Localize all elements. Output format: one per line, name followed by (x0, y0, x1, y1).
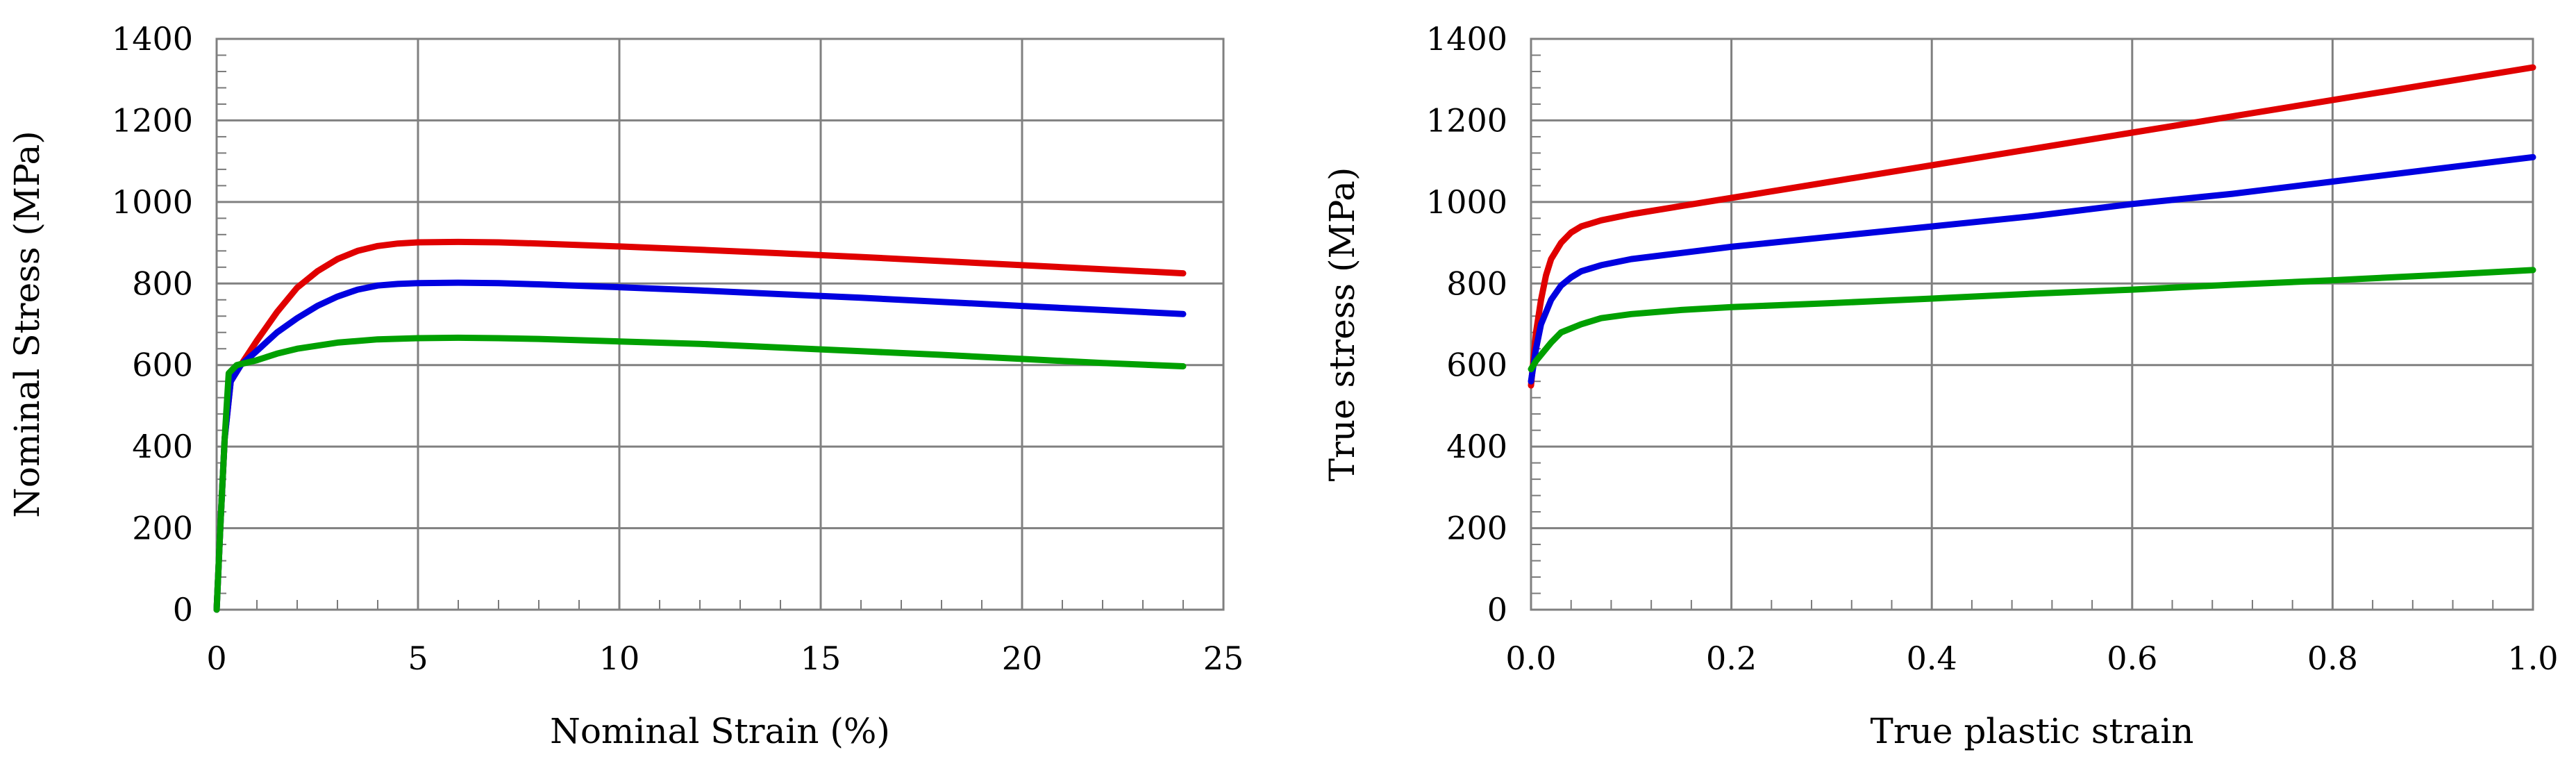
x-tick-label: 0.0 (1505, 640, 1556, 677)
true-stress-plastic-strain-chart: 0 200 400 600 800 1000 1200 1400 0.0 0.2 0.4 0.6 0.8… (1322, 20, 2559, 751)
y-tick-label: 400 (132, 428, 193, 465)
series-line-2 (213, 334, 1187, 613)
x-tick-label: 15 (801, 640, 842, 677)
x-axis-title: True plastic strain (1870, 711, 2193, 751)
plot-area (1531, 39, 2533, 610)
x-tick-label: 0 (206, 640, 226, 677)
series-line-0 (1528, 64, 2536, 389)
y-tick-label: 400 (1446, 428, 1507, 465)
y-tick-label: 0 (173, 591, 193, 628)
plot-frame (215, 37, 1225, 611)
y-axis-title: Nominal Stress (MPa) (7, 131, 47, 518)
y-tick-label: 1400 (112, 20, 193, 58)
y-tick-label: 200 (1446, 510, 1507, 547)
y-axis-title: True stress (MPa) (1322, 167, 1362, 482)
y-tick-label: 800 (132, 265, 193, 302)
nominal-stress-strain-chart: 0 200 400 600 800 1000 1200 1400 0 5 10 15 20 25 Nomin… (7, 20, 1244, 751)
y-tick-label: 1200 (1426, 101, 1507, 139)
x-tick-label: 5 (408, 640, 428, 677)
series-line-1 (1528, 153, 2536, 385)
plot-area (217, 39, 1223, 610)
y-tick-label: 800 (1446, 265, 1507, 302)
y-tick-label: 600 (1446, 347, 1507, 384)
y-tick-label: 600 (132, 347, 193, 384)
x-axis-title: Nominal Strain (%) (550, 711, 890, 751)
series-line-2 (1528, 267, 2536, 373)
y-tick-label: 200 (132, 510, 193, 547)
x-tick-label: 0.8 (2307, 640, 2358, 677)
x-tick-label: 0.6 (2107, 640, 2157, 677)
x-tick-label: 1.0 (2507, 640, 2558, 677)
y-tick-label: 1400 (1426, 20, 1507, 58)
x-tick-label: 0.2 (1706, 640, 1757, 677)
y-tick-label: 1000 (1426, 183, 1507, 221)
x-tick-label: 20 (1002, 640, 1043, 677)
y-tick-label: 1000 (112, 183, 193, 221)
plot-frame (1530, 37, 2534, 611)
x-tick-label: 0.4 (1907, 640, 1957, 677)
y-tick-label: 1200 (112, 101, 193, 139)
x-tick-label: 25 (1203, 640, 1244, 677)
y-tick-label: 0 (1487, 591, 1507, 628)
x-tick-label: 10 (599, 640, 640, 677)
